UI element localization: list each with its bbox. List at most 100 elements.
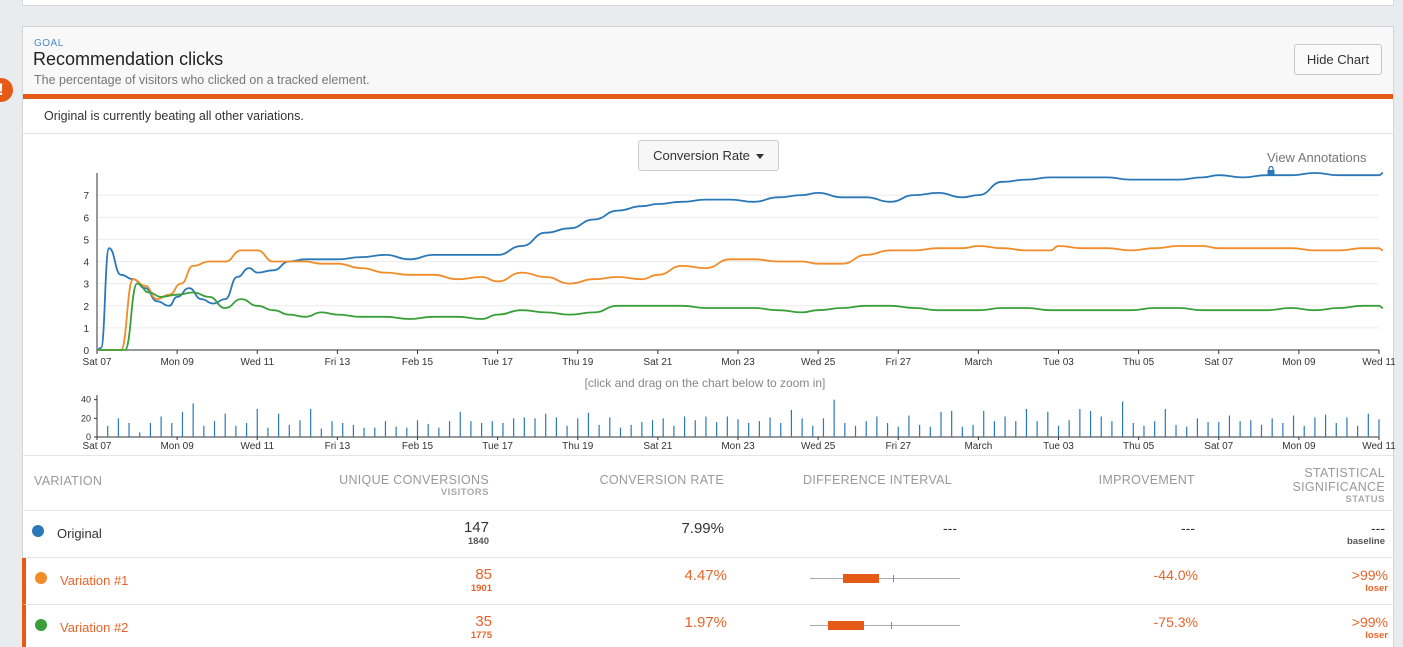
lock-icon[interactable]	[1267, 166, 1275, 175]
y-tick-label: 4	[83, 258, 89, 269]
bar-x-tick-label: Wed 25	[801, 441, 836, 452]
bar-x-tick-label: Sat 07	[83, 441, 112, 452]
interval-marker	[893, 575, 895, 582]
bar-y-tick-label: 20	[81, 413, 91, 423]
x-tick-label: Sat 07	[83, 357, 112, 367]
significance-cell: >99% loser	[1258, 567, 1388, 594]
bar-x-tick-label: Feb 15	[402, 441, 434, 452]
significance-cell: --- baseline	[1255, 520, 1385, 547]
x-tick-label: Sat 21	[643, 357, 672, 367]
conversions-cell: 147 1840	[383, 519, 489, 547]
view-annotations-link[interactable]: View Annotations	[1267, 150, 1367, 165]
col-status-label: STATUS	[1345, 494, 1385, 505]
table-row[interactable]: Original 147 1840 7.99% --- --- --- base…	[23, 511, 1393, 558]
conversions-value: 147	[463, 519, 489, 536]
table-row[interactable]: Variation #1 85 1901 4.47% -44.0% >99% l…	[22, 558, 1393, 605]
status-accent-bar	[23, 94, 1393, 99]
interval-box	[828, 621, 864, 630]
visitors-value: 1775	[470, 630, 492, 641]
bar-x-tick-label: Sat 07	[1204, 441, 1233, 452]
improvement-value: -75.3%	[1153, 614, 1198, 630]
bar-x-tick-label: Thu 19	[562, 441, 594, 452]
significance-value: >99%	[1351, 567, 1388, 583]
goal-title: Recommendation clicks	[33, 49, 224, 69]
x-tick-label: Mon 23	[721, 357, 755, 367]
series-color-dot	[32, 525, 44, 537]
y-tick-label: 7	[83, 191, 89, 202]
improvement-value: -44.0%	[1153, 567, 1198, 583]
col-conversion-rate: CONVERSION RATE	[599, 473, 724, 487]
variation-name[interactable]: Variation #1	[60, 573, 129, 588]
conversions-cell: 85 1901	[386, 566, 492, 594]
series-line-variation-1	[97, 245, 1384, 351]
bar-x-tick-label: Fri 27	[885, 441, 911, 452]
x-tick-label: Wed 25	[801, 357, 836, 367]
x-tick-label: Fri 27	[885, 357, 911, 367]
conversion-rate-line-chart[interactable]: 0 1 2 3 4 5 6 7 Sat 07 Mon 09 Wed 11 Fri 13 Feb 15 Tu…	[23, 135, 1395, 367]
series-line-original	[96, 172, 1384, 351]
exclamation-icon: !	[0, 78, 13, 102]
visitor-volume-bar-chart[interactable]: 0 20 40 Sat 07 Mon 09 Wed 11 Fri 13 Feb 15 Tue 1…	[23, 391, 1395, 455]
difference-interval-value: ---	[943, 520, 957, 536]
previous-card-edge	[22, 0, 1394, 6]
x-tick-label: Tue 17	[482, 357, 513, 367]
x-tick-label: Fri 13	[325, 357, 351, 367]
x-tick-label: Wed 11	[240, 357, 274, 367]
goal-header: GOAL Recommendation clicks The percentag…	[23, 27, 1393, 94]
y-tick-label: 1	[83, 324, 89, 335]
visitors-value: 1840	[467, 536, 489, 547]
interval-marker	[891, 622, 892, 629]
bar-x-tick-label: March	[964, 441, 992, 452]
metric-dropdown-label: Conversion Rate	[653, 148, 750, 163]
significance-value: ---	[1371, 520, 1385, 536]
bar-y-tick-label: 40	[81, 395, 91, 405]
bar-x-tick-label: Tue 03	[1043, 441, 1074, 452]
caret-down-icon	[755, 154, 764, 160]
x-tick-label: Sat 07	[1204, 357, 1233, 367]
bar-x-tick-label: Mon 23	[721, 441, 755, 452]
bar-x-tick-label: Fri 13	[325, 441, 351, 452]
x-tick-label: Thu 19	[562, 357, 594, 367]
alert-banner: Original is currently beating all other …	[23, 99, 1393, 134]
table-header: VARIATION UNIQUE CONVERSIONS VISITORS CO…	[23, 455, 1393, 511]
table-body: Original 147 1840 7.99% --- --- --- base…	[22, 511, 1393, 647]
x-tick-label: Thu 05	[1123, 357, 1155, 367]
x-tick-label: Mon 09	[160, 357, 194, 367]
chart-area: Conversion Rate View Annotations 0 1 2 3 4 5 6…	[23, 135, 1395, 455]
status-value: baseline	[1346, 536, 1385, 547]
table-row[interactable]: Variation #2 35 1775 1.97% -75.3% >99% l…	[22, 605, 1393, 647]
goal-card: GOAL Recommendation clicks The percentag…	[22, 26, 1395, 647]
status-value: loser	[1365, 630, 1388, 641]
series-line-variation-2	[97, 282, 1384, 351]
conversions-cell: 35 1775	[386, 613, 492, 641]
goal-kicker: GOAL	[34, 38, 64, 49]
bar-y-tick-label: 0	[86, 432, 91, 442]
hide-chart-button[interactable]: Hide Chart	[1294, 44, 1382, 75]
conversion-rate-value: 4.47%	[684, 567, 727, 584]
visitors-value: 1901	[470, 583, 492, 594]
metric-dropdown[interactable]: Conversion Rate	[638, 140, 779, 171]
bar-x-tick-label: Tue 17	[482, 441, 513, 452]
conversion-rate-value: 7.99%	[681, 520, 724, 537]
col-visitors-label: VISITORS	[440, 487, 489, 498]
interval-box	[843, 574, 879, 583]
series-color-dot	[35, 619, 47, 631]
difference-interval-bar	[810, 574, 960, 583]
conversions-value: 35	[475, 613, 492, 630]
variation-name[interactable]: Variation #2	[60, 620, 129, 635]
status-value: loser	[1365, 583, 1388, 594]
y-tick-label: 3	[83, 280, 89, 291]
col-significance-label: STATISTICAL SIGNIFICANCE	[1292, 466, 1385, 494]
y-tick-label: 0	[83, 346, 89, 357]
col-unique-conversions: UNIQUE CONVERSIONS VISITORS	[298, 473, 489, 498]
bar-x-tick-label: Wed 11	[240, 441, 274, 452]
y-tick-label: 2	[83, 302, 89, 313]
variation-name[interactable]: Original	[57, 526, 102, 541]
bar-x-tick-label: Thu 05	[1123, 441, 1155, 452]
x-tick-label: Tue 03	[1043, 357, 1074, 367]
col-variation: VARIATION	[34, 474, 103, 488]
conversion-rate-value: 1.97%	[684, 614, 727, 631]
col-improvement: IMPROVEMENT	[1098, 473, 1195, 487]
col-unique-conversions-label: UNIQUE CONVERSIONS	[339, 473, 489, 487]
conversions-value: 85	[475, 566, 492, 583]
